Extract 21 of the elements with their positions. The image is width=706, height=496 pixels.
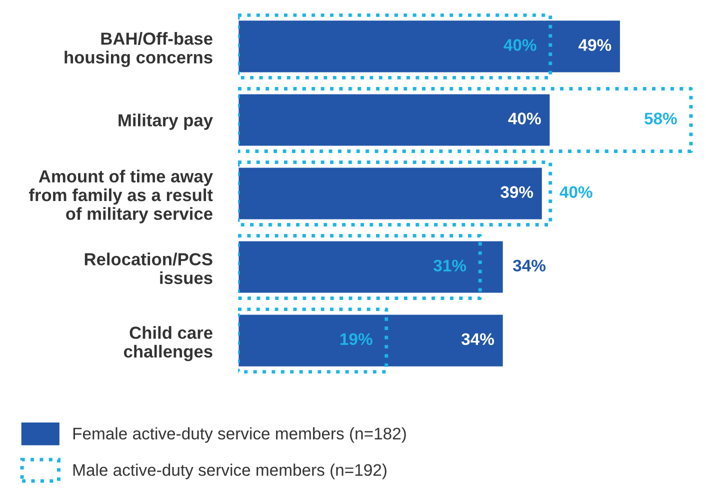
legend-label: Male active-duty service members (n=192)	[73, 464, 386, 480]
data-label: 58%	[644, 112, 677, 124]
bar	[238, 240, 504, 294]
y-tick-label: Child care challenges	[124, 326, 212, 362]
data-label: 34%	[461, 333, 494, 346]
y-tick-label: Relocation/PCS issues	[84, 252, 212, 284]
bar	[238, 19, 622, 74]
data-label: 40%	[560, 186, 592, 198]
y-tick-label: Amount of time away from family as a result of military service	[29, 170, 213, 224]
data-label: 34%	[512, 260, 546, 272]
data-label: 39%	[500, 186, 534, 198]
legend-label: Female active-duty service members (n=182)	[73, 427, 406, 443]
data-label: 40%	[508, 112, 541, 124]
bar	[238, 92, 552, 148]
y-tick-label: BAH/Off-base housing concerns	[64, 32, 212, 68]
y-tick-label: Military pay	[118, 114, 213, 130]
data-label: 19%	[340, 333, 372, 346]
data-label: 31%	[434, 260, 466, 272]
data-label: 49%	[578, 39, 612, 51]
data-label: 40%	[504, 39, 536, 51]
bar	[238, 313, 504, 368]
